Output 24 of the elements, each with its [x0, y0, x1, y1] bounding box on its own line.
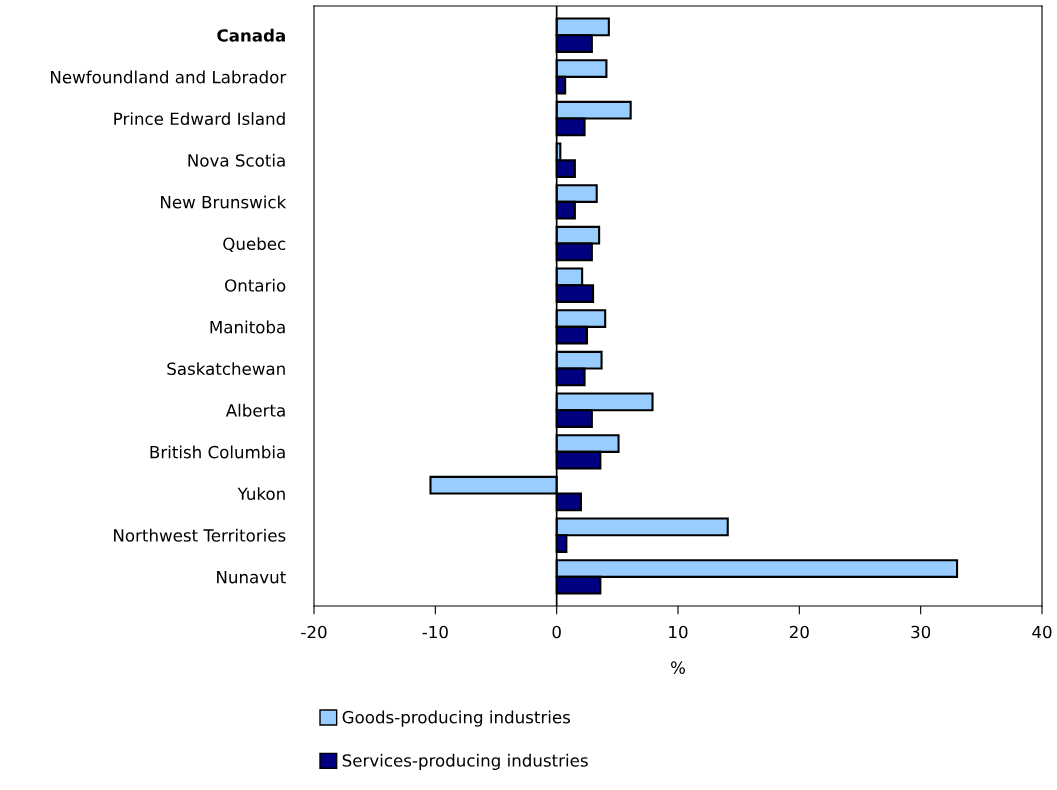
x-tick-label: -10 — [422, 625, 448, 639]
y-tick-label: Alberta — [225, 403, 285, 417]
y-tick-label: Manitoba — [210, 320, 285, 334]
y-tick-label: Prince Edward Island — [114, 112, 285, 126]
x-tick-label: 20 — [789, 625, 809, 639]
y-tick-label: Quebec — [223, 237, 286, 252]
x-axis-title: % — [671, 661, 685, 674]
x-tick-label: 0 — [552, 625, 561, 639]
legend-label: Services-producing industries — [342, 753, 588, 770]
y-tick-label: New Brunswick — [161, 195, 287, 209]
y-tick-label: Saskatchewan — [167, 362, 285, 376]
y-tick-label: Northwest Territories — [114, 528, 286, 542]
y-tick-label: Nunavut — [217, 571, 286, 584]
x-tick-label: 10 — [669, 625, 688, 639]
y-tick-label: British Columbia — [150, 445, 285, 459]
x-tick-label: 30 — [911, 625, 931, 639]
y-tick-label: Newfoundland and Labrador — [51, 70, 287, 84]
y-tick-label: Yukon — [237, 487, 285, 501]
legend-label: Goods-producing industries — [342, 710, 571, 727]
x-tick-label: -20 — [301, 625, 327, 639]
x-tick-label: 40 — [1032, 625, 1052, 639]
y-tick-label: Canada — [217, 28, 285, 42]
y-tick-label: Ontario — [225, 278, 286, 292]
y-tick-label: Nova Scotia — [188, 153, 285, 167]
